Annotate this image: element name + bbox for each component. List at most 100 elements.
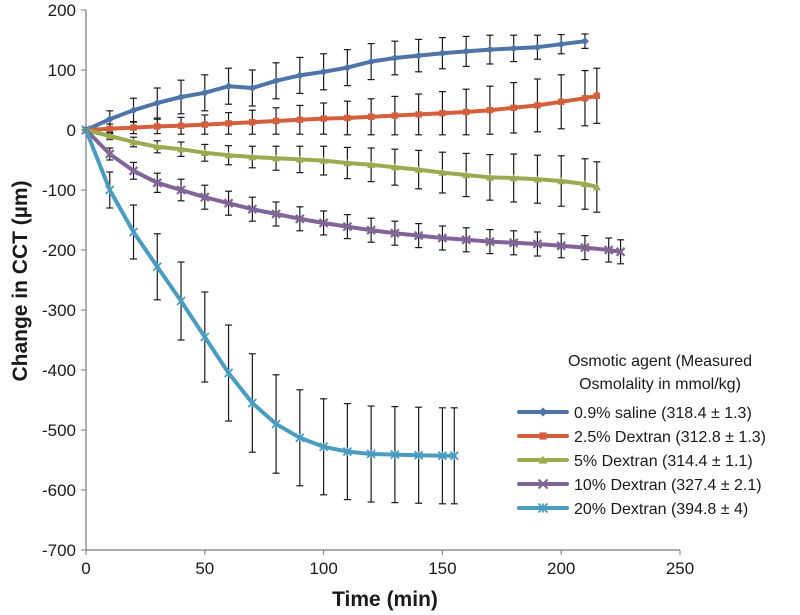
plot-area <box>81 33 626 505</box>
data-point <box>390 449 400 460</box>
data-point-stroke <box>580 242 590 253</box>
data-point <box>538 455 548 464</box>
data-point <box>415 111 422 118</box>
data-point <box>248 84 257 92</box>
legend-items: 0.9% saline (318.4 ± 1.3) 2.5% Dextran (3… <box>517 405 766 518</box>
legend-item: 20% Dextran (394.8 ± 4) <box>517 501 748 518</box>
data-point <box>581 95 589 102</box>
data-point <box>200 88 209 97</box>
data-point <box>366 225 376 235</box>
y-tick-label: 0 <box>67 121 76 140</box>
data-point <box>152 178 163 188</box>
data-point-stroke <box>390 228 400 238</box>
data-point-stroke <box>413 230 424 241</box>
series <box>82 67 601 136</box>
data-point <box>295 214 305 224</box>
data-point-stroke <box>556 241 566 251</box>
data-point <box>320 115 327 122</box>
data-point <box>154 123 161 130</box>
data-point <box>557 177 566 185</box>
data-point <box>224 151 233 159</box>
data-point <box>319 67 328 76</box>
data-point <box>367 57 376 66</box>
data-point <box>461 235 471 245</box>
data-point <box>414 165 423 173</box>
data-point <box>342 446 352 457</box>
y-tick-label: -500 <box>42 421 76 440</box>
data-point <box>367 160 376 168</box>
data-point <box>557 40 566 49</box>
y-tick-label: 200 <box>48 1 76 20</box>
legend: Osmotic agent (Measured Osmolality in mm… <box>517 353 766 518</box>
data-point <box>105 185 115 195</box>
data-point-stroke <box>271 209 281 219</box>
legend-item: 2.5% Dextran (312.8 ± 1.3) <box>517 429 766 446</box>
data-point <box>414 450 424 460</box>
data-point <box>413 230 424 241</box>
data-point <box>177 93 186 101</box>
data-point-stroke <box>318 218 329 228</box>
series-line <box>84 128 623 254</box>
data-point <box>224 82 233 91</box>
data-point <box>342 221 353 232</box>
data-point <box>104 149 115 159</box>
data-point <box>176 296 186 306</box>
data-point <box>534 102 541 109</box>
data-point <box>438 49 447 58</box>
data-point <box>449 451 459 461</box>
data-point <box>319 156 328 164</box>
data-point <box>129 106 138 115</box>
data-point <box>343 159 352 167</box>
data-point <box>177 122 185 129</box>
data-point <box>509 174 518 182</box>
data-point <box>223 368 234 378</box>
series <box>81 125 626 265</box>
y-tick-label: -400 <box>42 361 76 380</box>
y-tick-label: -600 <box>42 481 76 500</box>
data-point <box>437 451 448 461</box>
data-point-stroke <box>200 192 210 202</box>
data-point <box>486 107 494 114</box>
x-axis: 0 50 100 150 200 250 <box>81 549 694 578</box>
data-point <box>130 124 137 131</box>
data-point-stroke <box>532 239 543 249</box>
data-point <box>533 43 542 52</box>
data-point <box>485 236 495 247</box>
data-point-stroke <box>223 198 234 208</box>
data-point <box>390 54 399 62</box>
data-point <box>318 442 329 452</box>
data-point <box>509 44 518 53</box>
data-point <box>390 163 399 171</box>
y-tick-label: -300 <box>42 301 76 320</box>
data-point-stroke <box>603 245 614 255</box>
data-point <box>603 245 614 255</box>
legend-label: 2.5% Dextran (312.8 ± 1.3) <box>574 429 766 446</box>
series-line <box>84 128 457 458</box>
x-tick-label: 0 <box>81 559 90 578</box>
data-point <box>153 142 162 150</box>
legend-label: 0.9% saline (318.4 ± 1.3) <box>574 405 752 422</box>
error-bars <box>82 126 601 213</box>
data-point <box>129 138 138 146</box>
series <box>82 126 601 213</box>
x-tick-label: 50 <box>195 559 214 578</box>
data-point <box>200 148 209 156</box>
data-point <box>508 238 519 248</box>
legend-label: 20% Dextran (394.8 ± 4) <box>574 501 748 518</box>
x-tick-label: 250 <box>666 559 694 578</box>
data-point <box>106 125 113 132</box>
series-line <box>84 39 587 132</box>
legend-label: 5% Dextran (314.4 ± 1.1) <box>574 453 753 470</box>
data-point <box>391 112 399 119</box>
data-point <box>271 209 281 219</box>
data-point <box>533 175 542 183</box>
legend-item: 0.9% saline (318.4 ± 1.3) <box>517 405 752 422</box>
data-point <box>249 119 256 126</box>
legend-item: 10% Dextran (327.4 ± 2.1) <box>517 477 762 494</box>
data-point-stroke <box>176 185 186 195</box>
data-point-stroke <box>615 247 626 257</box>
data-point <box>537 502 549 514</box>
data-point <box>200 332 210 342</box>
legend-label: 10% Dextran (327.4 ± 2.1) <box>574 477 762 494</box>
